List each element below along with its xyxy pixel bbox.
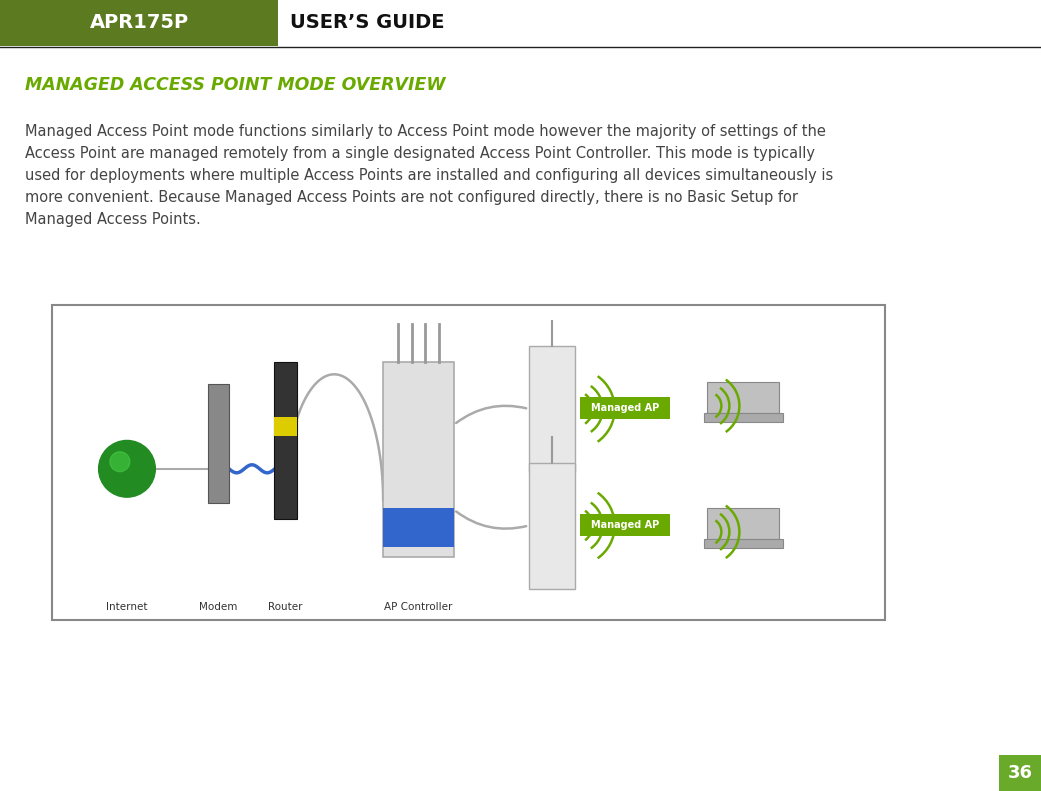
Circle shape [110, 452, 130, 471]
FancyBboxPatch shape [580, 397, 669, 419]
Text: more convenient. Because Managed Access Points are not configured directly, ther: more convenient. Because Managed Access … [25, 190, 798, 205]
FancyBboxPatch shape [529, 346, 575, 472]
Text: 36: 36 [1008, 764, 1033, 782]
FancyBboxPatch shape [383, 361, 454, 557]
FancyBboxPatch shape [52, 305, 885, 620]
Text: AP Controller: AP Controller [384, 602, 453, 612]
FancyBboxPatch shape [0, 0, 278, 46]
FancyBboxPatch shape [274, 417, 297, 436]
Text: Managed AP: Managed AP [590, 403, 659, 413]
FancyBboxPatch shape [274, 361, 297, 519]
Circle shape [99, 441, 155, 498]
Text: MANAGED ACCESS POINT MODE OVERVIEW: MANAGED ACCESS POINT MODE OVERVIEW [25, 76, 446, 94]
FancyBboxPatch shape [704, 413, 783, 422]
FancyBboxPatch shape [383, 508, 454, 547]
Text: Access Point are managed remotely from a single designated Access Point Controll: Access Point are managed remotely from a… [25, 146, 815, 161]
FancyBboxPatch shape [580, 513, 669, 536]
Text: Managed AP: Managed AP [590, 520, 659, 529]
Text: Managed Access Points.: Managed Access Points. [25, 212, 201, 227]
FancyBboxPatch shape [704, 539, 783, 547]
Text: Modem: Modem [200, 602, 237, 612]
Text: Internet: Internet [106, 602, 148, 612]
Text: Managed Access Point mode functions similarly to Access Point mode however the m: Managed Access Point mode functions simi… [25, 124, 826, 139]
FancyBboxPatch shape [208, 384, 229, 503]
FancyBboxPatch shape [529, 463, 575, 589]
FancyBboxPatch shape [708, 508, 780, 539]
FancyBboxPatch shape [999, 755, 1041, 791]
Text: used for deployments where multiple Access Points are installed and configuring : used for deployments where multiple Acce… [25, 168, 833, 183]
Text: Router: Router [268, 602, 303, 612]
Text: USER’S GUIDE: USER’S GUIDE [290, 13, 445, 32]
Text: APR175P: APR175P [90, 13, 188, 32]
FancyBboxPatch shape [708, 382, 780, 413]
